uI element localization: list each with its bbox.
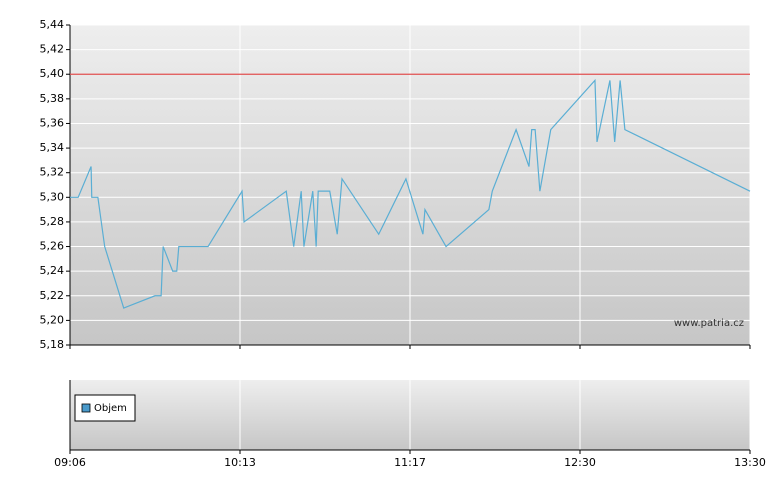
y-tick-label: 5,38 <box>40 92 65 105</box>
price-line <box>70 78 751 309</box>
y-tick-label: 5,44 <box>40 18 65 31</box>
x-tick-label: 10:13 <box>224 456 256 469</box>
y-tick-label: 5,20 <box>40 313 65 326</box>
y-tick-label: 5,28 <box>40 215 65 228</box>
x-tick-label: 12:30 <box>564 456 596 469</box>
y-tick-label: 5,42 <box>40 43 65 56</box>
y-tick-label: 5,24 <box>40 264 65 277</box>
watermark: www.patria.cz <box>674 318 744 329</box>
x-tick-label: 09:06 <box>54 456 86 469</box>
y-tick-label: 5,34 <box>40 141 65 154</box>
y-tick-label: 5,40 <box>40 67 65 80</box>
y-tick-label: 5,22 <box>40 289 65 302</box>
legend-label: Objem <box>94 403 127 414</box>
y-tick-label: 5,18 <box>40 338 65 351</box>
y-tick-label: 5,36 <box>40 116 65 129</box>
legend-swatch <box>81 403 91 413</box>
y-tick-label: 5,32 <box>40 166 65 179</box>
y-tick-label: 5,26 <box>40 240 65 253</box>
x-tick-label: 13:30 <box>734 456 766 469</box>
x-tick-label: 11:17 <box>394 456 426 469</box>
y-tick-label: 5,30 <box>40 190 65 203</box>
